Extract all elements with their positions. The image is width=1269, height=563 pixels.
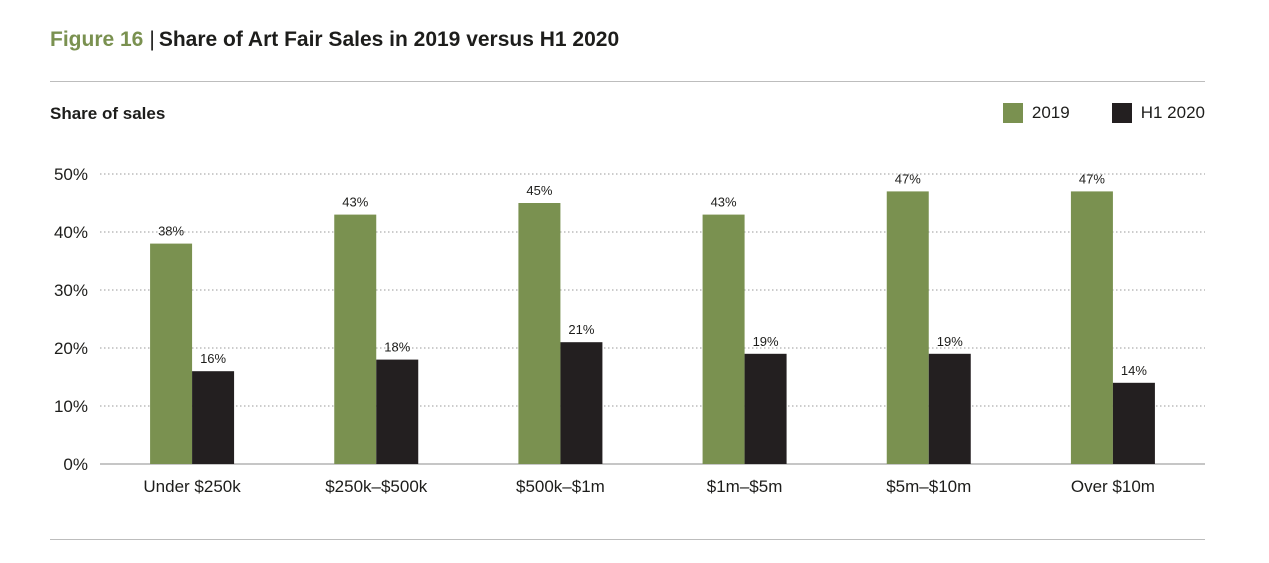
bar-h1-2020 <box>192 371 235 464</box>
x-category-label: $250k–$500k <box>325 477 428 496</box>
x-category-label: $500k–$1m <box>516 477 605 496</box>
y-tick-label: 20% <box>54 339 88 358</box>
y-tick-label: 10% <box>54 397 88 416</box>
bar-2019 <box>886 191 929 464</box>
legend-swatch-h1-2020 <box>1111 103 1132 123</box>
legend-label-h1-2020: H1 2020 <box>1140 103 1205 122</box>
data-label: 21% <box>568 322 594 337</box>
bar-h1-2020 <box>560 342 603 464</box>
x-category-label: Over $10m <box>1071 477 1155 496</box>
figure-number: Figure 16 <box>50 28 144 51</box>
data-label: 47% <box>1079 171 1105 186</box>
data-label: 43% <box>342 195 368 210</box>
bar-h1-2020 <box>376 359 419 464</box>
y-axis-title: Share of sales <box>50 104 166 123</box>
bar-2019 <box>702 214 745 464</box>
legend-label-2019: 2019 <box>1031 103 1070 122</box>
legend-swatch-2019 <box>1002 103 1023 123</box>
bottom-divider <box>50 539 1205 540</box>
data-label: 16% <box>200 351 226 366</box>
y-tick-label: 40% <box>54 223 88 242</box>
bar-2019 <box>334 214 377 464</box>
data-label: 18% <box>384 340 410 355</box>
data-label: 14% <box>1121 363 1147 378</box>
legend-item-h1-2020: H1 2020 <box>1111 103 1205 123</box>
bar-h1-2020 <box>928 353 971 464</box>
data-label: 19% <box>937 334 963 349</box>
top-divider <box>50 81 1205 82</box>
y-tick-label: 50% <box>54 165 88 184</box>
legend-item-2019: 2019 <box>1002 103 1070 123</box>
chart-legend: 2019 H1 2020 <box>961 103 1205 123</box>
data-label: 19% <box>753 334 779 349</box>
bar-h1-2020 <box>1112 382 1155 464</box>
data-label: 38% <box>158 224 184 239</box>
x-category-label: $1m–$5m <box>707 477 783 496</box>
figure-title-text: Share of Art Fair Sales in 2019 versus H… <box>158 28 620 51</box>
data-label: 47% <box>895 171 921 186</box>
x-category-label: Under $250k <box>143 477 241 496</box>
title-separator: | <box>149 28 155 51</box>
bar-2019 <box>150 243 193 464</box>
bar-2019 <box>1070 191 1113 464</box>
y-tick-label: 30% <box>54 281 88 300</box>
y-tick-label: 0% <box>63 455 88 474</box>
figure-title: Figure 16 | Share of Art Fair Sales in 201… <box>50 28 619 52</box>
data-label: 43% <box>711 195 737 210</box>
data-label: 45% <box>526 183 552 198</box>
bar-h1-2020 <box>744 353 787 464</box>
bar-2019 <box>518 203 561 464</box>
x-category-label: $5m–$10m <box>886 477 971 496</box>
